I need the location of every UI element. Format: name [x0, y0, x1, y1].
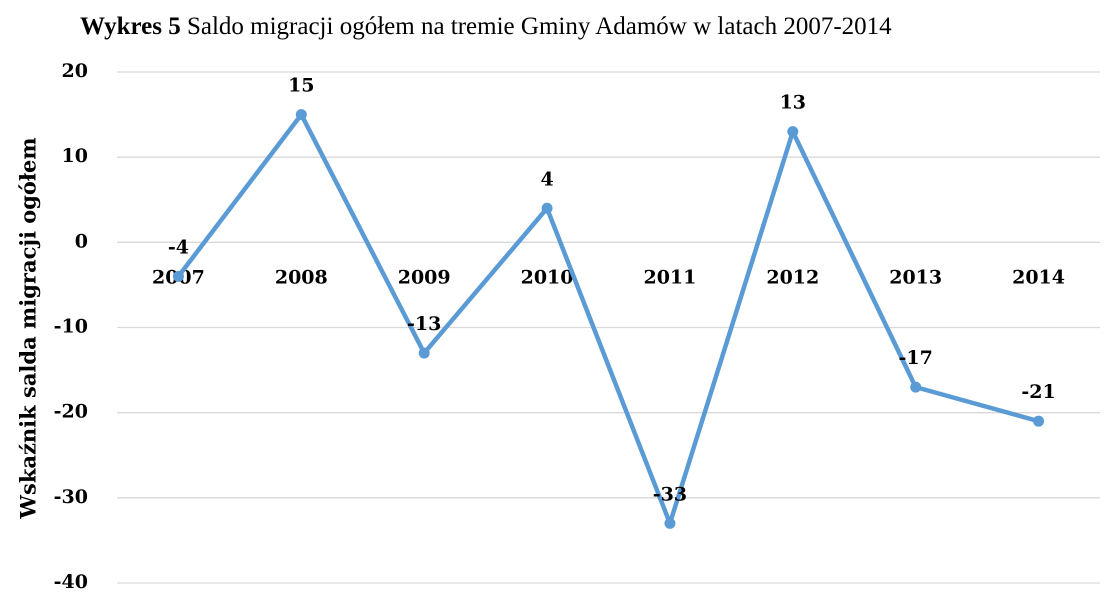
y-axis-title: Wskaźnik salda migracji ogółem	[16, 137, 41, 519]
x-tick-label: 2014	[1012, 266, 1065, 288]
chart-title: Wykres 5 Saldo migracji ogółem na tremie…	[80, 13, 892, 40]
title-number: Wykres 5	[80, 13, 181, 40]
data-label: 4	[540, 168, 553, 190]
y-tick-label: -40	[54, 571, 88, 593]
data-label: -17	[899, 347, 933, 369]
x-tick-label: 2010	[521, 266, 574, 288]
data-point	[418, 347, 430, 359]
title-text: Saldo migracji ogółem na tremie Gminy Ad…	[187, 13, 892, 40]
data-label: -21	[1021, 381, 1055, 403]
data-point	[541, 202, 553, 214]
x-tick-label: 2012	[766, 266, 819, 288]
data-label: -13	[407, 313, 441, 335]
data-label: 15	[288, 75, 314, 97]
data-point	[787, 126, 799, 138]
data-point	[664, 517, 676, 529]
data-label: 13	[780, 92, 806, 114]
data-line	[176, 112, 1040, 526]
y-tick-label: -30	[54, 486, 88, 508]
x-tick-label: 2008	[275, 266, 328, 288]
data-point	[172, 270, 184, 282]
data-point	[1033, 415, 1045, 427]
x-tick-label: 2009	[398, 266, 451, 288]
x-tick-label: 2013	[889, 266, 942, 288]
y-tick-label: 10	[62, 145, 88, 167]
y-tick-label: 0	[75, 230, 88, 252]
y-tick-label: -20	[54, 401, 88, 423]
x-tick-label: 2011	[643, 266, 696, 288]
data-point	[295, 109, 307, 121]
y-tick-label: 20	[62, 60, 88, 82]
y-tick-label: -10	[54, 316, 88, 338]
data-point	[910, 381, 922, 393]
data-label: -33	[653, 483, 687, 505]
data-label: -4	[168, 236, 189, 258]
